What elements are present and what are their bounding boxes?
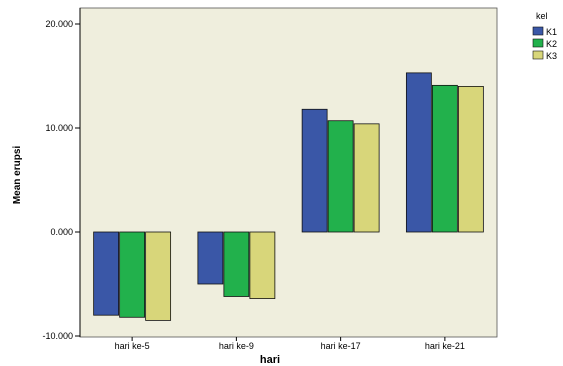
x-tick-label: hari ke-21: [425, 341, 465, 351]
legend-swatch-k1: [532, 26, 544, 36]
x-axis-title: hari: [260, 354, 280, 366]
legend-label-k1: K1: [546, 27, 557, 37]
bar-k3-2: [249, 231, 276, 299]
legend-label-k3: K3: [546, 51, 557, 61]
y-tick-label: -10.000: [42, 331, 73, 341]
bar-k3-1: [145, 231, 172, 321]
x-axis: hari ke-5 hari ke-9 hari ke-17 hari ke-21: [115, 337, 465, 351]
legend: kel K1 K2 K3: [532, 11, 557, 61]
x-tick-label: hari ke-17: [321, 341, 361, 351]
bar-k3-3: [353, 123, 380, 233]
bar-k1-4: [405, 72, 432, 233]
bar-k1-1: [93, 231, 120, 316]
bar-k2-2: [223, 231, 250, 297]
y-tick-label: 10.000: [45, 123, 73, 133]
bar-k2-4: [431, 84, 458, 233]
legend-swatch-k2: [532, 38, 544, 48]
bar-k3-4: [457, 86, 484, 233]
legend-swatch-k3: [532, 50, 544, 60]
bar-k1-3: [301, 108, 328, 233]
legend-label-k2: K2: [546, 39, 557, 49]
x-tick-label: hari ke-9: [219, 341, 254, 351]
bar-k2-1: [119, 231, 146, 318]
y-tick-label: 0.000: [50, 227, 73, 237]
y-tick-label: 20.000: [45, 19, 73, 29]
bar-k1-2: [197, 231, 224, 285]
bar-k2-3: [327, 120, 354, 233]
legend-title: kel: [536, 11, 548, 21]
y-axis-title: Mean erupsi: [12, 146, 23, 205]
bars: [93, 72, 484, 321]
y-axis: -10.000 0.000 10.000 20.000: [42, 8, 81, 341]
x-tick-label: hari ke-5: [115, 341, 150, 351]
